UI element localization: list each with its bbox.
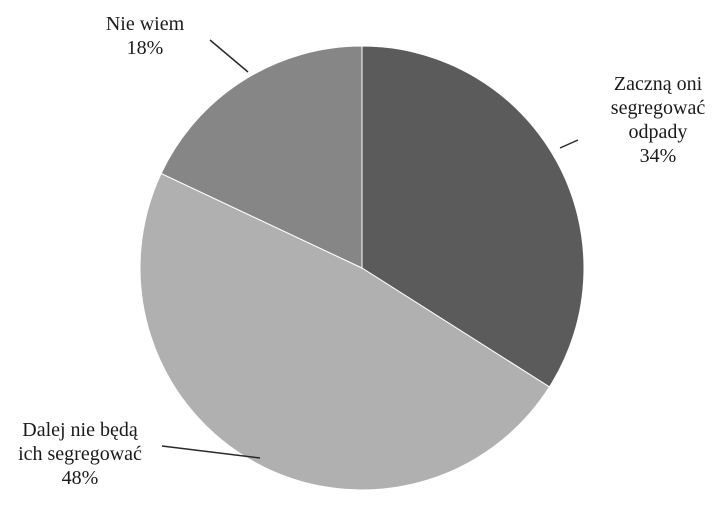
leader-lines xyxy=(161,39,579,459)
slice-label-3-line-1: Nie wiem xyxy=(106,13,185,35)
pie-slices xyxy=(139,45,585,491)
slice-value-label-1: 34% xyxy=(640,145,677,167)
slice-label-2-line-1: Dalej nie będą xyxy=(22,419,139,441)
slice-label-1-line-3: odpady xyxy=(629,121,688,143)
leader-line-2 xyxy=(161,445,261,459)
pie-slice-3 xyxy=(160,45,363,269)
slice-value-label-2: 48% xyxy=(62,467,99,489)
pie-slice-1 xyxy=(361,45,585,388)
leader-line-3 xyxy=(209,39,249,73)
slice-label-1-line-2: segregować xyxy=(611,97,706,119)
slice-label-1-line-1: Zaczną oni xyxy=(614,73,703,95)
pie-slice-2 xyxy=(139,172,551,491)
slice-value-label-3: 18% xyxy=(127,37,164,59)
slice-label-2-line-2: ich segregować xyxy=(18,443,142,465)
leader-line-1 xyxy=(559,139,579,149)
